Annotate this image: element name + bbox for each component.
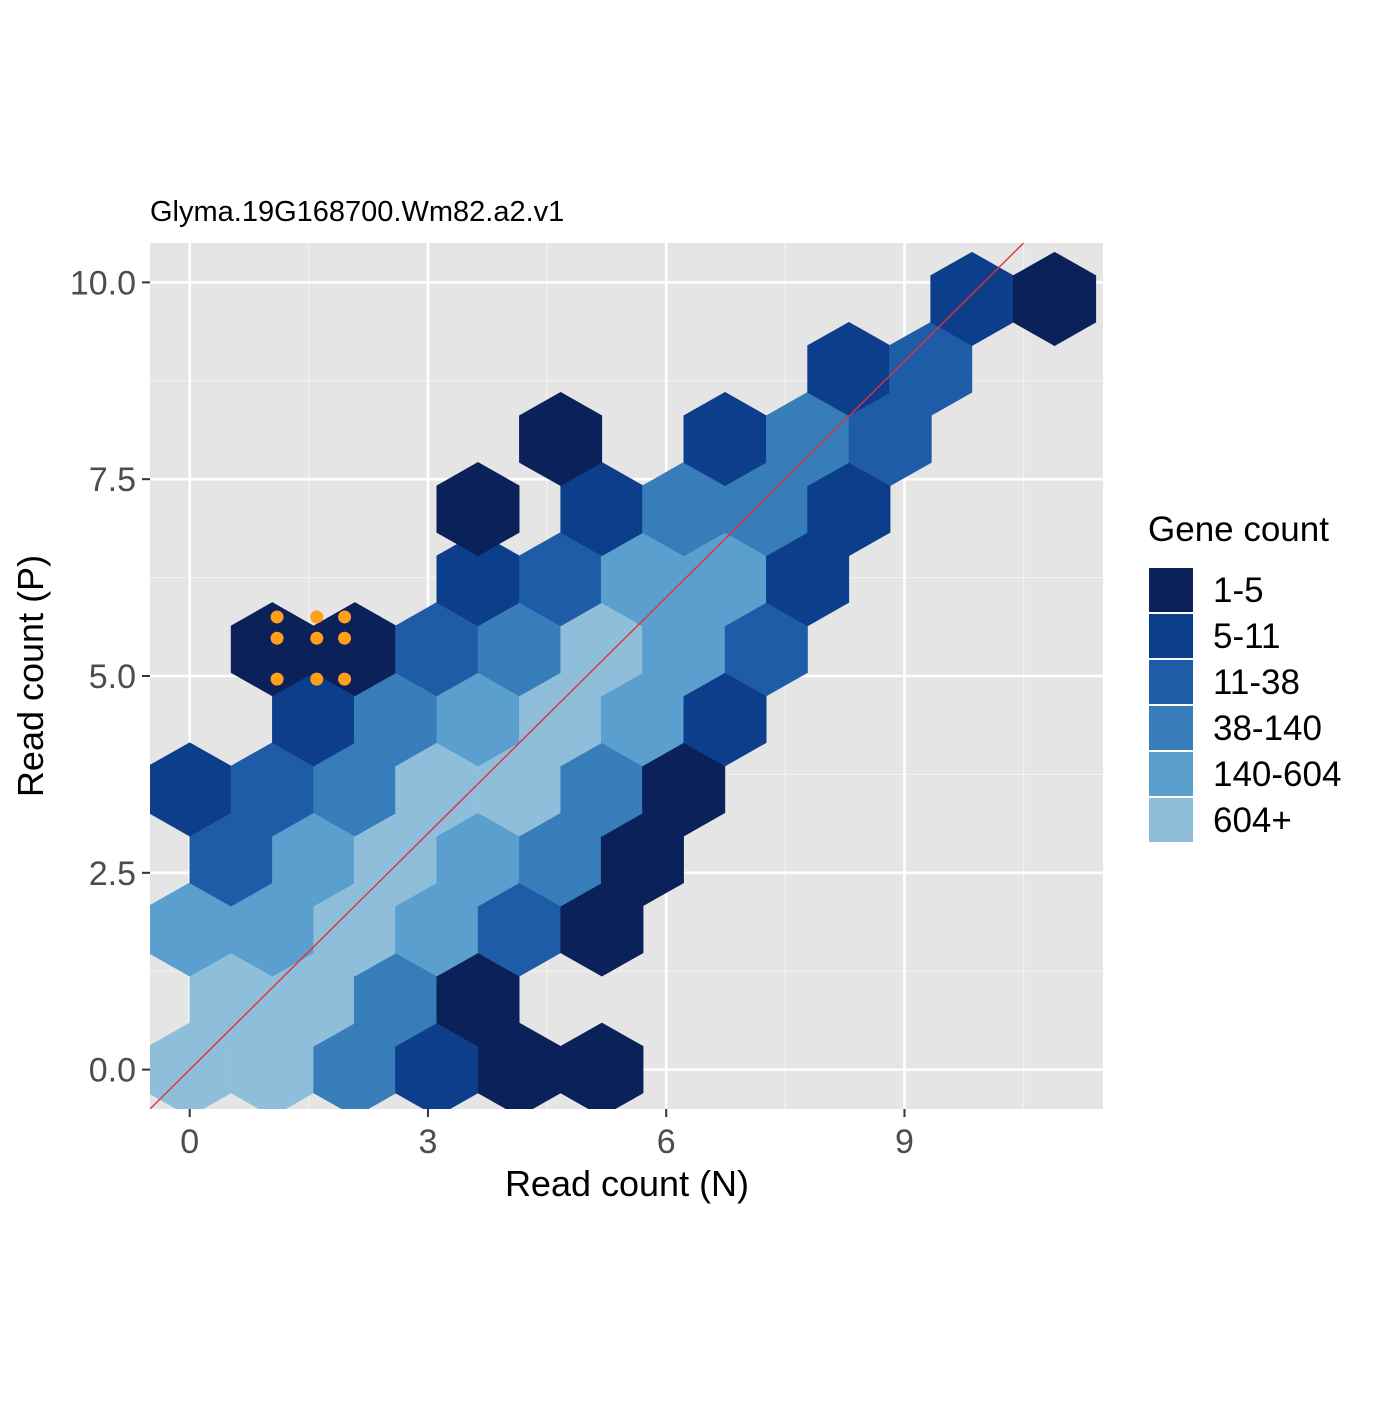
- highlight-point: [270, 610, 284, 624]
- y-axis-title: Read count (P): [10, 555, 51, 797]
- legend-key: [1147, 612, 1195, 660]
- reference-line-layer: [150, 243, 1025, 1109]
- plot-title: Glyma.19G168700.Wm82.a2.v1: [150, 196, 564, 228]
- highlight-point: [310, 631, 324, 645]
- x-axis-title: Read count (N): [505, 1163, 749, 1204]
- hexbin-cell: [436, 462, 520, 557]
- legend-label: 1-5: [1213, 571, 1264, 610]
- hexbin-cell: [560, 1022, 644, 1109]
- y-tick-label: 10.0: [70, 264, 136, 302]
- highlight-point: [310, 672, 324, 686]
- legend-key: [1147, 750, 1195, 798]
- y-tick-label: 2.5: [89, 855, 136, 893]
- reference-line: [150, 243, 1025, 1109]
- hexbin-layer: [150, 251, 1097, 1109]
- hexbin-cell: [519, 391, 603, 487]
- legend-key: [1147, 704, 1195, 752]
- legend: Gene count 1-5 5-11 11-38 38-140 140-604 604+: [1147, 510, 1341, 844]
- highlight-point: [310, 610, 324, 624]
- y-tick-label: 5.0: [89, 658, 136, 696]
- highlight-points-layer: [270, 610, 352, 686]
- x-tick-label: 0: [180, 1123, 199, 1161]
- legend-key: [1147, 566, 1195, 614]
- y-tick-label: 7.5: [89, 461, 136, 499]
- y-axis: 0.0 2.5 5.0 7.5 10.0: [70, 264, 150, 1090]
- y-tick-label: 0.0: [89, 1052, 136, 1090]
- highlight-point: [338, 631, 352, 645]
- legend-label: 5-11: [1213, 617, 1280, 656]
- x-tick-label: 6: [657, 1123, 676, 1161]
- highlight-point: [270, 631, 284, 645]
- highlight-point: [270, 672, 284, 686]
- hexbin-cell: [1012, 251, 1097, 346]
- legend-label: 604+: [1213, 801, 1292, 840]
- legend-items: 1-5 5-11 11-38 38-140 140-604 604+: [1147, 566, 1341, 844]
- legend-title: Gene count: [1148, 510, 1329, 549]
- legend-key: [1147, 658, 1195, 706]
- legend-key: [1147, 796, 1195, 844]
- legend-label: 38-140: [1213, 709, 1322, 748]
- highlight-point: [338, 610, 352, 624]
- x-tick-label: 3: [418, 1123, 437, 1161]
- x-tick-label: 9: [895, 1123, 914, 1161]
- highlight-point: [338, 672, 352, 686]
- x-axis: 0 3 6 9: [180, 1109, 914, 1161]
- legend-label: 11-38: [1213, 663, 1300, 702]
- legend-label: 140-604: [1213, 755, 1341, 794]
